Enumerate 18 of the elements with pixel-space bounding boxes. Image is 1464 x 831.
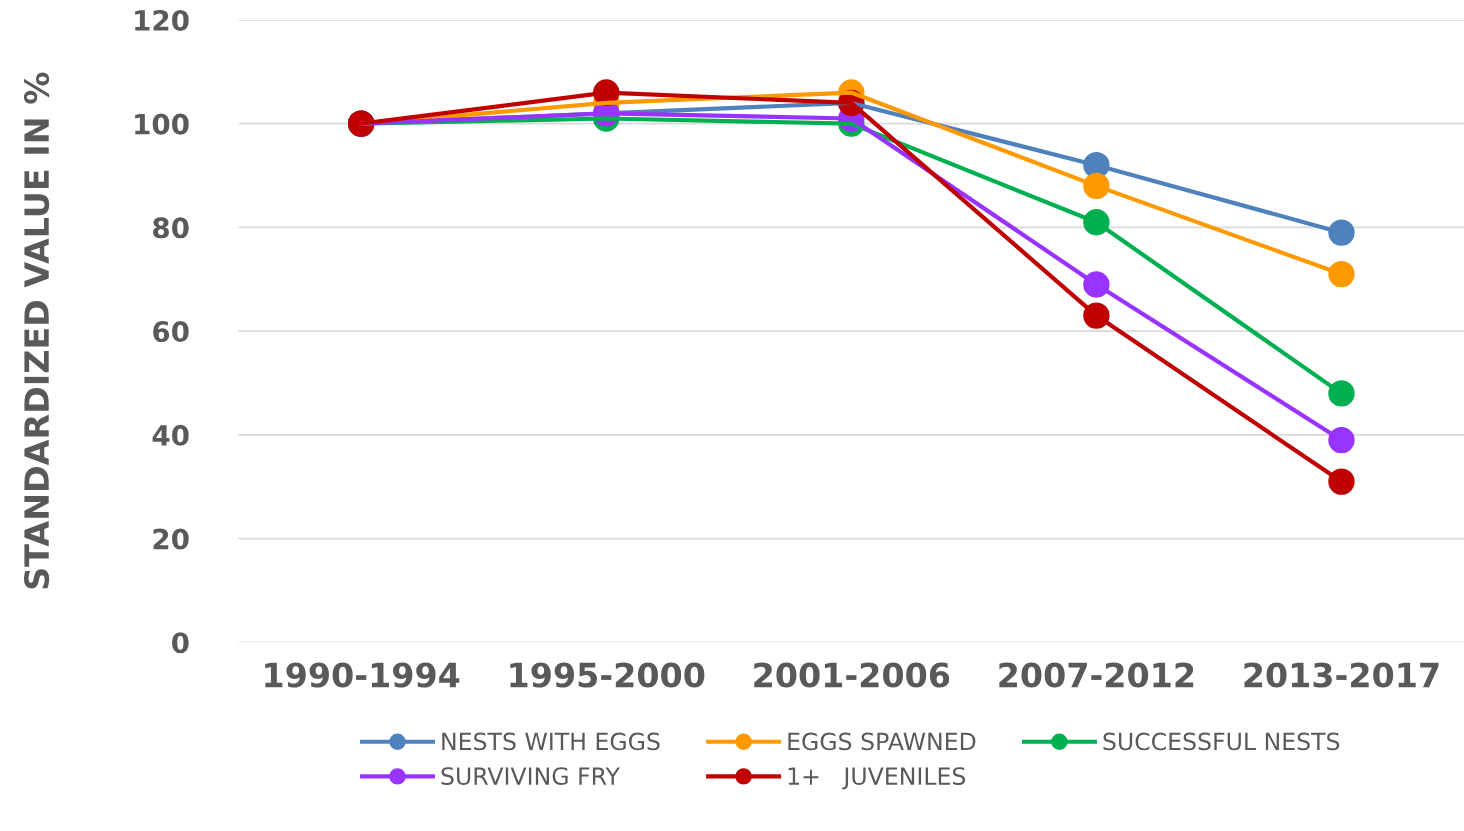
legend-label: 1+ JUVENILES [788, 767, 966, 790]
y-axis-title: STANDARDIZED VALUE IN % [23, 72, 50, 589]
legend-label: EGGS SPAWNED [788, 732, 976, 751]
x-tick-label: 1995-2000 [510, 662, 705, 688]
x-tick-label: 2001-2006 [754, 662, 950, 688]
y-tick-label: 60 [153, 321, 189, 343]
y-tick-label: 20 [153, 528, 189, 550]
y-tick-label: 100 [135, 113, 189, 135]
y-tick-label: 0 [172, 632, 189, 654]
x-tick-label: 2007-2012 [999, 662, 1194, 688]
legend-label: NESTS WITH EGGS [442, 732, 660, 751]
legend-label: SURVIVING FRY [441, 767, 620, 786]
x-tick-label: 2013-2017 [1244, 662, 1439, 688]
x-tick-label: 1990-1994 [265, 662, 460, 688]
y-tick-label: 80 [153, 217, 189, 239]
legend-label: SUCCESSFUL NESTS [1103, 732, 1340, 751]
y-tick-label: 120 [135, 9, 189, 31]
y-tick-label: 40 [152, 424, 189, 446]
